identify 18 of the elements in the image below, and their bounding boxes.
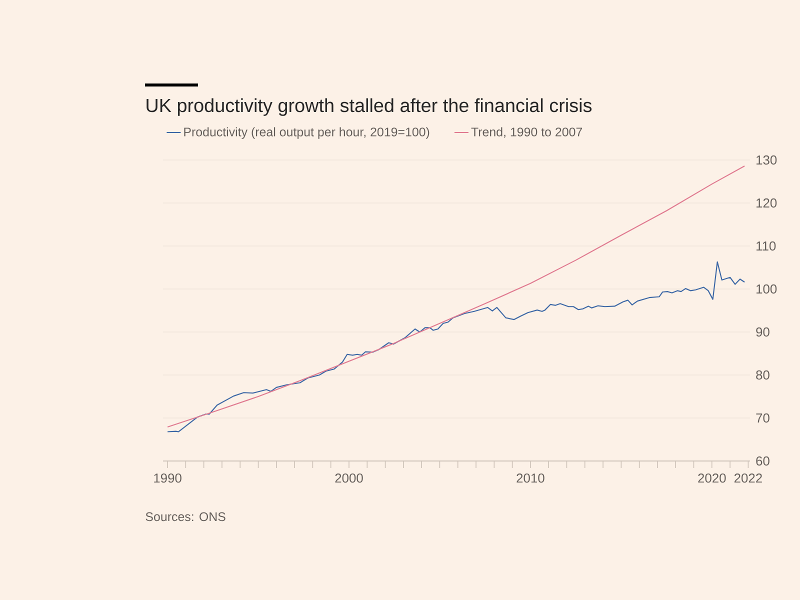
- source-note: Sources: ONS: [146, 512, 226, 522]
- line-series: [166, 261, 746, 432]
- y-tick-label: 70: [756, 413, 770, 423]
- x-tick-label: 2000: [335, 474, 363, 483]
- y-tick-label: 60: [756, 456, 770, 466]
- y-tick-label: 110: [756, 241, 776, 251]
- y-tick-label: 120: [756, 198, 777, 208]
- legend-label: Trend, 1990 to 2007: [471, 127, 582, 138]
- y-tick-label: 100: [756, 284, 777, 294]
- x-tick-label: 2010: [516, 474, 544, 483]
- x-tick-label: 2022: [734, 474, 762, 483]
- y-tick-label: 130: [756, 155, 777, 165]
- x-tick-label: 1990: [154, 474, 182, 483]
- x-tick-label: 2020: [698, 474, 726, 483]
- chart-title: UK productivity growth stalled after the financial crisis: [146, 98, 592, 116]
- y-tick-label: 90: [756, 327, 770, 337]
- y-tick-label: 80: [756, 370, 770, 380]
- legend-label: Productivity (real output per hour, 2019=100): [184, 127, 430, 139]
